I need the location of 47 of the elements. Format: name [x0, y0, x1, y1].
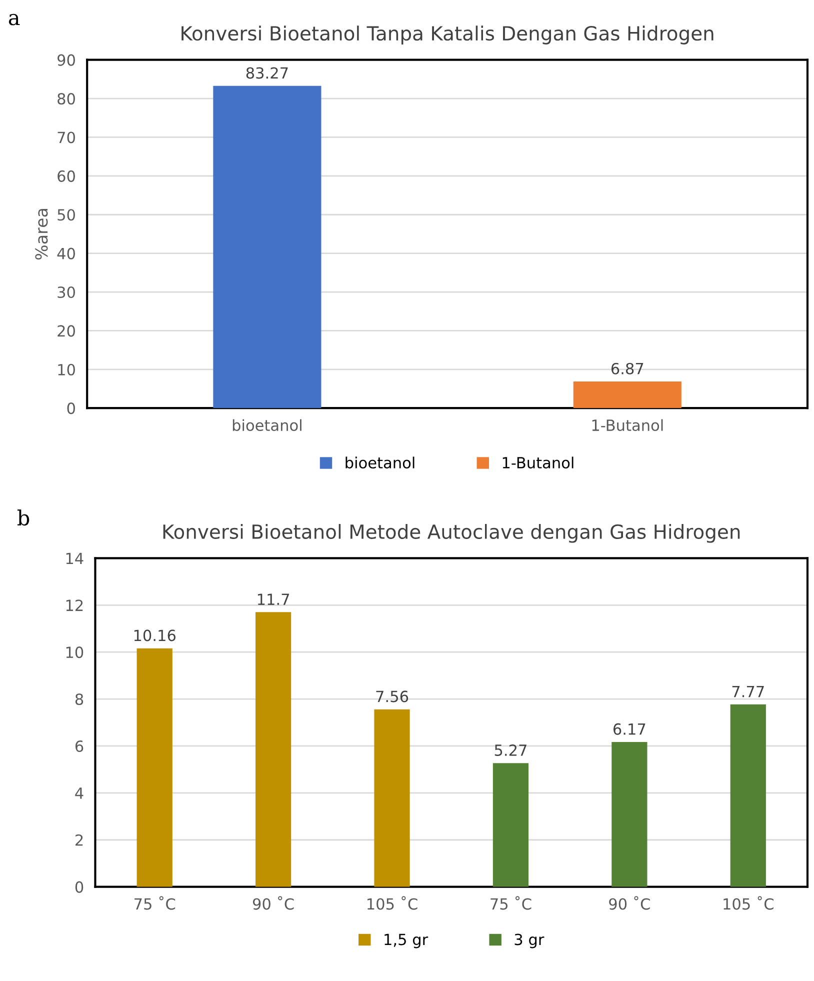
bar — [136, 648, 172, 887]
data-label: 6.87 — [611, 362, 644, 374]
text: a — [8, 14, 20, 26]
bar — [255, 612, 292, 887]
y-tick-label: 0 — [67, 402, 75, 414]
y-tick-label: 6 — [75, 740, 84, 752]
legend-label: 1-Butanol — [502, 456, 574, 468]
data-label: 11.7 — [258, 594, 290, 605]
text: b — [17, 509, 30, 526]
y-tick-label: 70 — [58, 132, 75, 144]
y-tick-label: 10 — [58, 364, 75, 376]
legend-label: 3 gr — [514, 934, 544, 948]
bar — [612, 742, 648, 887]
data-label: 6.17 — [613, 723, 646, 735]
data-label: 7.56 — [376, 690, 408, 702]
data-label: 83.27 — [246, 67, 288, 79]
y-tick-label: 20 — [58, 325, 75, 337]
legend-label: bioetanol — [346, 456, 414, 468]
y-tick-label: 8 — [75, 694, 84, 706]
y-tick-label: 40 — [57, 248, 75, 260]
bar — [374, 709, 410, 887]
y-tick-label: 60 — [58, 170, 75, 182]
chart-title: Konversi Bioetanol Metode Autoclave dengan Gas Hidrogen — [163, 524, 740, 543]
x-tick-label: 90 ˚C — [252, 896, 294, 910]
y-tick-label: 0 — [75, 881, 84, 893]
bar — [730, 704, 766, 887]
y-tick-label: 4 — [75, 788, 84, 799]
x-tick-label: 105 ˚C — [724, 896, 774, 910]
y-tick-label: 30 — [58, 286, 75, 298]
y-tick-label: 12 — [66, 600, 83, 611]
y-tick-label: 2 — [76, 834, 83, 846]
x-tick-label: 90 ˚C — [609, 896, 650, 910]
x-tick-label: 75 ˚C — [490, 896, 532, 910]
x-tick-label: 75 ˚C — [134, 896, 176, 910]
y-axis-title: %area — [35, 208, 48, 260]
y-tick-label: 10 — [66, 646, 84, 658]
y-tick-label: 50 — [58, 209, 75, 221]
bar — [492, 763, 529, 887]
x-tick-label: 105 ˚C — [368, 896, 418, 910]
chart-title: Konversi Bioetanol Tanpa Katalis Dengan Gas Hidrogen — [182, 26, 714, 44]
data-label: 7.77 — [732, 686, 764, 698]
y-tick-label: 90 — [58, 54, 75, 66]
legend-label: 1,5 gr — [384, 934, 428, 948]
y-tick-label: 14 — [66, 552, 84, 564]
data-label: 5.27 — [494, 744, 526, 756]
data-label: 10.16 — [134, 630, 176, 642]
y-tick-label: 80 — [58, 93, 75, 105]
